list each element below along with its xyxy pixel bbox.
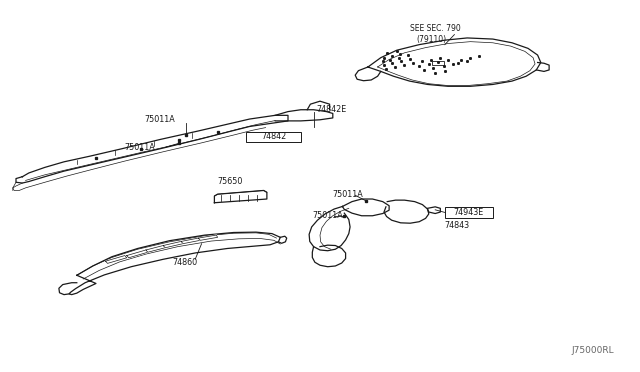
Text: 75011A: 75011A — [144, 115, 175, 124]
Bar — [445, 207, 493, 218]
Text: 75011A: 75011A — [312, 211, 343, 220]
Polygon shape — [106, 256, 127, 263]
Text: 75650: 75650 — [218, 177, 243, 186]
Text: 74860: 74860 — [173, 258, 198, 267]
Polygon shape — [146, 246, 165, 252]
Text: 75011A: 75011A — [333, 190, 364, 199]
Text: (79110): (79110) — [416, 35, 446, 44]
Bar — [246, 132, 301, 142]
Text: 75011A: 75011A — [125, 143, 156, 152]
Bar — [432, 61, 444, 65]
Text: 74842E: 74842E — [317, 105, 347, 114]
Text: SEE SEC. 790: SEE SEC. 790 — [410, 24, 460, 33]
Polygon shape — [181, 238, 200, 244]
Text: 74943E: 74943E — [454, 208, 484, 217]
Text: J75000RL: J75000RL — [572, 346, 614, 355]
Polygon shape — [163, 241, 183, 248]
Text: 74843: 74843 — [445, 221, 470, 230]
Polygon shape — [198, 235, 218, 240]
Polygon shape — [127, 250, 148, 258]
Text: 74842: 74842 — [261, 132, 286, 141]
